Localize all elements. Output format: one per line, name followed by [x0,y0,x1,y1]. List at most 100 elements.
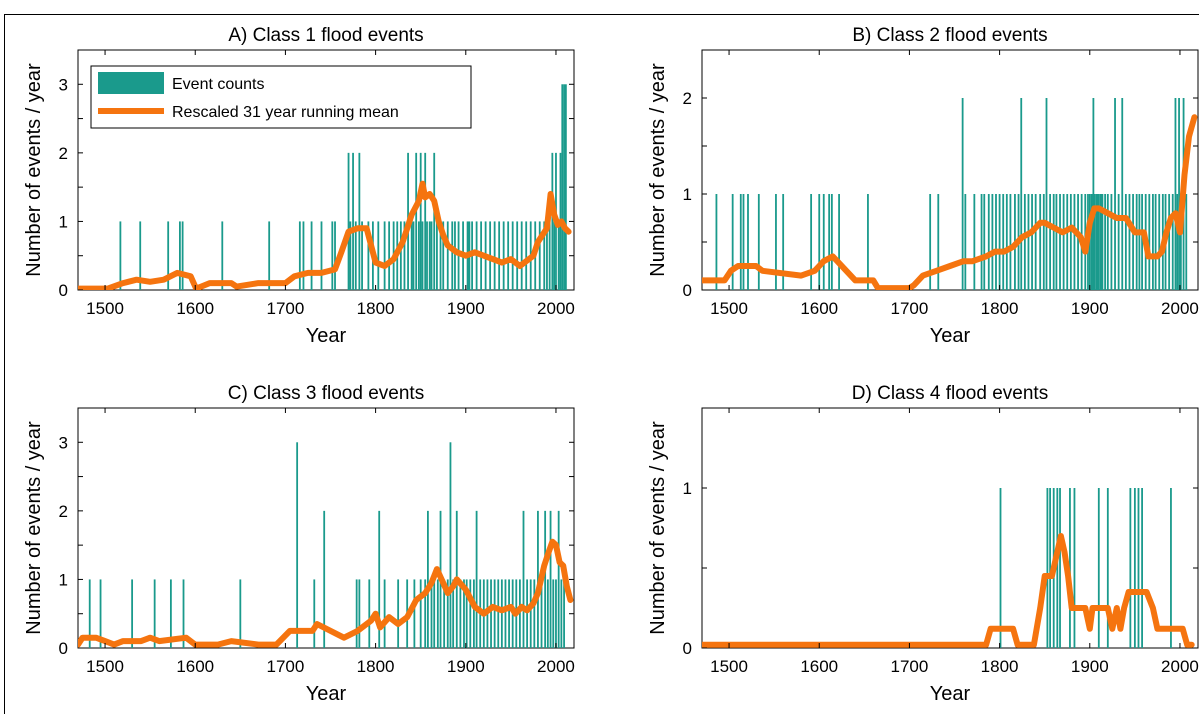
event-count-bar [358,579,361,648]
event-count-bar [543,221,546,290]
event-count-bar [139,221,142,290]
event-count-bar [1141,194,1143,290]
y-tick-label: 2 [59,502,68,521]
event-count-bar [167,221,170,290]
event-count-bar [563,84,565,290]
x-tick-label: 1900 [447,657,485,676]
figure-frame [4,14,1199,714]
chart-panel-4: 1500 1600 1700 1800 1900 2000 0 1 D) Class 4 flo… [647,383,1199,705]
event-count-bar [525,221,528,290]
event-count-bar [757,194,760,290]
event-count-bar [551,152,554,290]
x-tick-label: 2000 [1161,657,1199,676]
event-count-bar [412,221,415,290]
event-count-bar [1179,194,1182,290]
event-count-bar [830,194,833,290]
x-tick-label: 1700 [891,657,929,676]
event-count-bar [1046,488,1049,648]
y-tick-label: 3 [59,433,68,452]
event-count-bar [463,579,465,648]
x-tick-label: 2000 [537,299,575,318]
event-count-bar [1077,194,1079,290]
event-count-bar [555,579,557,648]
event-count-bar [433,579,436,648]
event-count-bar [552,579,555,648]
x-tick-label: 1700 [267,657,305,676]
event-count-bar [1005,194,1008,290]
x-tick-label: 1500 [86,299,124,318]
event-count-bar [131,579,134,648]
event-count-bar [1170,488,1172,648]
event-count-bar [433,152,436,290]
y-tick-label: 1 [59,570,68,589]
event-count-bar [424,579,427,648]
event-count-bar [1062,194,1065,290]
event-count-bar [153,579,156,648]
event-count-bar [1154,194,1157,290]
x-tick-label: 1800 [981,657,1019,676]
event-count-bar [557,221,560,290]
y-tick-label: 1 [683,479,692,498]
event-count-bar [1034,194,1037,290]
event-count-bar [1069,488,1071,648]
event-count-bar [1114,98,1116,290]
y-tick-label: 3 [59,75,68,94]
x-tick-label: 1800 [981,299,1019,318]
event-count-bar [1128,194,1131,290]
chart-title: B) Class 2 flood events [852,25,1047,46]
event-count-bar [1069,194,1072,290]
event-count-bar [472,579,475,648]
event-count-bar [546,221,548,290]
event-count-bar [1121,98,1124,290]
plot-marks [702,488,1195,648]
event-count-bar [548,221,551,290]
event-count-bar [1092,98,1095,290]
event-count-bar [1039,194,1042,290]
event-count-bar [516,221,519,290]
event-count-bar [388,221,391,290]
event-count-bar [430,579,433,648]
y-tick-label: 2 [683,89,692,108]
x-tick-label: 1800 [357,299,395,318]
event-count-bar [1031,194,1033,290]
event-count-bar [742,194,745,290]
x-tick-label: 1600 [176,657,214,676]
event-count-bar [1171,194,1174,290]
x-tick-label: 1500 [710,299,748,318]
event-count-bar [1106,194,1109,290]
event-count-bar [1099,194,1102,290]
event-count-bar [443,579,446,648]
event-count-bar [518,579,521,648]
event-count-bar [403,221,406,290]
event-count-bar [383,579,386,648]
event-count-bar [430,221,433,290]
event-count-bar [1110,194,1113,290]
event-count-bar [1059,488,1061,648]
event-count-bar [1042,194,1045,290]
y-axis-label: Number of events / year [23,421,45,635]
event-count-bar [417,221,420,290]
event-count-bar [397,579,400,648]
event-count-bar [1049,194,1052,290]
y-axis-label: Number of events / year [23,63,45,277]
event-count-bar [526,579,529,648]
event-count-bar [1141,488,1143,648]
legend-line-label: Rescaled 31 year running mean [172,104,399,121]
event-count-bar [268,221,271,290]
event-count-bar [1002,194,1005,290]
legend: Event counts Rescaled 31 year running mea… [90,65,472,129]
event-count-bar [367,221,370,290]
event-count-bar [1097,194,1100,290]
event-count-bar [298,221,301,290]
event-count-bar [782,194,785,290]
x-tick-label: 1900 [1071,299,1109,318]
event-count-bar [983,194,986,290]
event-count-bar [1049,488,1052,648]
event-count-bar [1176,194,1179,290]
event-count-bar [424,152,427,290]
running-mean-line [78,538,574,648]
event-count-bar [419,152,422,290]
event-count-bar [533,579,536,648]
x-axis-label: Year [930,325,971,347]
